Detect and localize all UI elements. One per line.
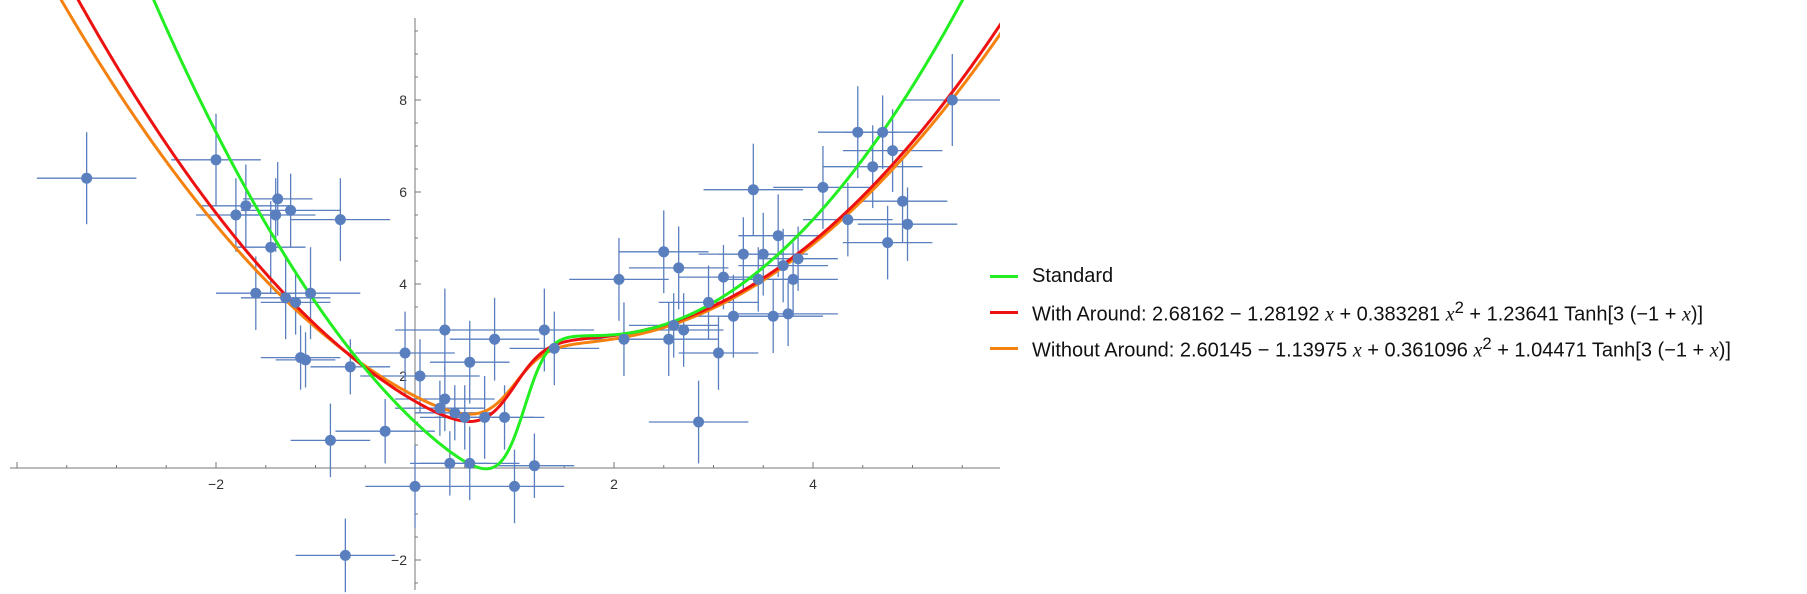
data-point [842,214,854,226]
data-point [727,310,739,322]
data-point [787,273,799,285]
data-point [434,402,446,414]
data-point [444,457,456,469]
data-point [81,172,93,184]
data-point [772,230,784,242]
y-tick-label: −2 [391,552,407,568]
data-point [757,248,769,260]
data-point [230,209,242,221]
data-point [777,260,789,272]
data-point [334,214,346,226]
curve-standard [152,0,965,471]
data-point [877,126,889,138]
y-tick-label: 6 [399,184,407,200]
data-point [717,271,729,283]
data-point [882,237,894,249]
legend-swatch-with-around [990,310,1018,314]
data-point [887,145,899,157]
data-point [668,319,680,331]
data-point [479,411,491,423]
data-point [305,287,317,299]
data-point [946,94,958,106]
data-point [618,333,630,345]
data-point [678,324,690,336]
data-points [81,94,958,561]
data-point [509,480,520,492]
x-tick-label: 2 [610,476,618,492]
data-point [459,411,471,423]
data-point [414,370,426,382]
data-point [817,181,829,193]
fit-curves [59,0,1000,471]
data-point [280,292,292,304]
data-point [489,333,501,345]
data-point [767,310,779,322]
legend: Standard With Around: 2.68162 − 1.28192 … [990,258,1731,366]
data-point [703,296,715,308]
legend-item-with-around: With Around: 2.68162 − 1.28192 x + 0.383… [990,294,1731,330]
data-point [210,154,222,166]
data-point [658,246,670,258]
data-point [265,241,277,253]
data-point [902,218,914,230]
data-point [747,184,759,196]
data-point [399,347,411,359]
data-point [693,416,705,428]
data-point [538,324,550,336]
data-point [300,354,312,366]
data-point [673,262,685,274]
data-point [712,347,724,359]
data-point [737,248,749,260]
data-point [464,356,476,368]
data-point [782,308,794,320]
data-point [439,324,451,336]
legend-item-standard: Standard [990,258,1731,294]
data-point [290,296,302,308]
data-point [240,200,252,212]
data-point [339,549,351,561]
y-tick-label: 4 [399,276,407,292]
legend-label-with-around: With Around: 2.68162 − 1.28192 x + 0.383… [1032,297,1704,326]
data-point [548,342,560,354]
data-point [449,407,461,419]
x-tick-label: −2 [208,476,224,492]
legend-item-without-around: Without Around: 2.60145 − 1.13975 x + 0.… [990,330,1731,366]
data-point [792,253,804,265]
legend-swatch-standard [990,274,1018,278]
data-point [324,434,336,446]
legend-label-standard: Standard [1032,264,1114,287]
data-point [867,161,879,173]
data-point [499,411,511,423]
data-point [379,425,391,437]
data-point [613,273,625,285]
data-point [250,287,262,299]
data-point [528,460,540,472]
data-point [285,204,297,216]
legend-label-without-around: Without Around: 2.60145 − 1.13975 x + 0.… [1032,333,1731,362]
data-point [663,333,675,345]
x-tick-label: 4 [809,476,817,492]
curve-with-around [76,0,1000,423]
data-point [752,273,764,285]
data-point [409,480,421,492]
data-point [897,195,909,207]
data-point [272,193,284,205]
data-point [439,393,451,405]
data-point [852,126,864,138]
y-tick-label: 8 [399,92,407,108]
legend-swatch-without-around [990,346,1018,350]
data-point [270,209,282,221]
data-point [344,361,356,373]
data-point [464,457,476,469]
